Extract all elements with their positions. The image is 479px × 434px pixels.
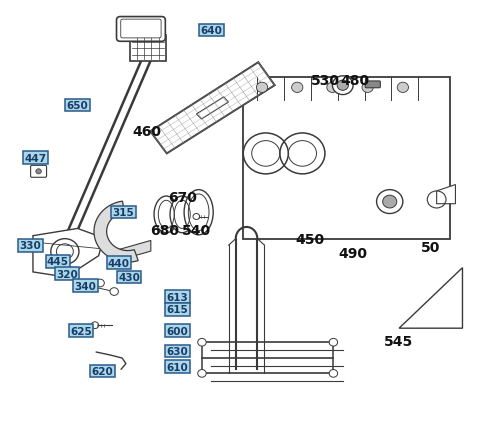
Circle shape <box>383 196 397 208</box>
Text: 613: 613 <box>167 292 188 302</box>
Circle shape <box>332 77 353 95</box>
Polygon shape <box>150 63 274 154</box>
Text: 480: 480 <box>340 74 369 88</box>
Circle shape <box>337 81 348 91</box>
Text: 615: 615 <box>167 305 188 315</box>
Text: 625: 625 <box>70 326 92 336</box>
FancyBboxPatch shape <box>121 20 161 39</box>
Circle shape <box>96 279 104 287</box>
Circle shape <box>198 339 206 346</box>
Text: 445: 445 <box>47 256 69 266</box>
Circle shape <box>256 83 268 93</box>
Circle shape <box>198 370 206 377</box>
Text: 450: 450 <box>296 232 324 246</box>
Circle shape <box>91 322 99 329</box>
Ellipse shape <box>170 197 194 233</box>
FancyBboxPatch shape <box>116 17 165 42</box>
Text: 650: 650 <box>67 101 89 111</box>
Ellipse shape <box>184 190 213 235</box>
Text: 670: 670 <box>168 191 197 205</box>
FancyBboxPatch shape <box>365 82 380 89</box>
Text: 447: 447 <box>24 153 46 163</box>
Text: 490: 490 <box>339 246 367 260</box>
Text: 640: 640 <box>200 26 222 36</box>
Polygon shape <box>437 185 456 204</box>
Text: 540: 540 <box>182 224 211 237</box>
Circle shape <box>36 169 41 174</box>
Text: 530: 530 <box>310 74 340 88</box>
Text: 50: 50 <box>422 240 441 255</box>
Circle shape <box>193 214 200 220</box>
Text: 600: 600 <box>167 326 188 336</box>
FancyBboxPatch shape <box>243 78 450 239</box>
Text: 330: 330 <box>20 241 42 251</box>
Circle shape <box>329 370 338 377</box>
Circle shape <box>362 83 373 93</box>
FancyBboxPatch shape <box>31 166 46 178</box>
Text: 620: 620 <box>91 366 114 376</box>
Text: 460: 460 <box>132 125 161 139</box>
Circle shape <box>110 288 118 296</box>
Polygon shape <box>33 229 103 277</box>
Circle shape <box>397 83 409 93</box>
Text: 430: 430 <box>118 273 140 283</box>
Text: 630: 630 <box>167 346 188 356</box>
Polygon shape <box>94 202 138 263</box>
Text: 545: 545 <box>384 334 413 348</box>
Circle shape <box>376 190 403 214</box>
Text: 315: 315 <box>113 208 135 218</box>
Polygon shape <box>65 43 159 238</box>
Text: 440: 440 <box>108 258 130 268</box>
Text: 340: 340 <box>75 281 96 291</box>
Text: 680: 680 <box>150 224 179 237</box>
Text: 610: 610 <box>167 362 188 372</box>
Circle shape <box>327 83 338 93</box>
Circle shape <box>329 339 338 346</box>
Polygon shape <box>399 268 462 329</box>
FancyBboxPatch shape <box>130 36 166 62</box>
Text: 320: 320 <box>56 269 78 279</box>
Circle shape <box>292 83 303 93</box>
Ellipse shape <box>154 197 179 233</box>
